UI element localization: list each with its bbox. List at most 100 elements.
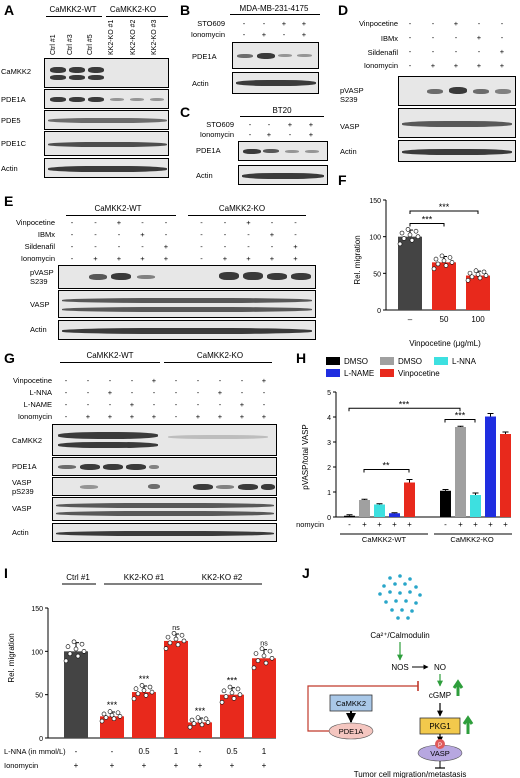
panel-label-j: J [302, 565, 310, 581]
bar [344, 515, 355, 517]
f-ylabel: Rel. migration [353, 235, 362, 284]
a-blot-pde1c-label: PDE1C [1, 139, 27, 148]
g-blot-actin [52, 523, 277, 542]
calcium-dot [382, 584, 386, 588]
data-point [149, 689, 155, 695]
data-point [109, 712, 115, 718]
a-lane-3: Ctrl #5 [87, 34, 94, 55]
g-sign: + [217, 412, 223, 421]
i-group-1: Ctrl #1 [66, 573, 90, 582]
g-group2-label: CaMKK2-KO [196, 351, 244, 360]
e-sign: + [293, 254, 298, 263]
bar [188, 722, 212, 738]
g-sign: - [152, 400, 156, 409]
y-tick-label: 1 [327, 490, 331, 497]
a-blot-pde1a [44, 89, 169, 109]
g-sign: - [64, 400, 68, 409]
b-blot-pde1a [232, 42, 319, 69]
sign: + [503, 520, 508, 529]
d-blot-pvasp-label: pVASP S239 [340, 86, 364, 104]
e-sign: - [223, 242, 227, 251]
data-point [191, 721, 197, 726]
e-sign: - [200, 242, 203, 251]
bar [374, 504, 385, 517]
d-sign: - [477, 47, 481, 56]
g-sign: - [130, 376, 134, 385]
g-blot-pde1a-label: PDE1A [12, 462, 37, 471]
e-sign: - [247, 230, 250, 239]
d-blot-actin [398, 140, 516, 162]
sign: + [110, 761, 115, 770]
data-point [253, 651, 259, 656]
bar [100, 716, 124, 738]
sig-bracket [348, 407, 461, 412]
data-point [103, 715, 109, 720]
c-sign: - [288, 130, 292, 139]
d-sign: + [476, 33, 482, 42]
data-point [251, 665, 257, 671]
c-row-2-label: Ionomycin [199, 130, 234, 139]
b-row-1-label: STO609 [197, 19, 225, 28]
sign: + [174, 761, 179, 770]
f-xlabel: Vinpocetine (μg/mL) [409, 339, 481, 348]
bar [470, 495, 481, 517]
e-sign: - [70, 230, 74, 239]
c-sign: + [308, 130, 314, 139]
g-sign: - [218, 400, 222, 409]
data-point [141, 688, 147, 693]
d-sign: + [499, 47, 505, 56]
c-blot-pde1a-label: PDE1A [196, 146, 221, 155]
calcium-dot [388, 576, 392, 580]
legend-label: L-NNA [452, 357, 477, 366]
d-blot-vasp [398, 108, 516, 138]
a-blot-actin-label: Actin [1, 164, 18, 173]
j-camkk2: CaMKK2 [336, 699, 366, 708]
a-blot-pde1a-label: PDE1A [1, 95, 26, 104]
sign: + [488, 520, 493, 529]
data-point [407, 232, 413, 238]
e-sign: + [222, 254, 228, 263]
g-sign: + [217, 388, 223, 397]
e-sign: + [116, 254, 122, 263]
bar [252, 658, 276, 738]
data-point [67, 651, 73, 657]
data-point [231, 696, 237, 701]
data-point [107, 709, 113, 714]
a-blot-camkk2-label: CaMKK2 [1, 67, 32, 76]
a-lane-4: KK2-KO #1 [108, 19, 115, 55]
g-sign: - [196, 388, 200, 397]
h-row-label: Ionomycin [296, 520, 324, 529]
e-sign: + [269, 230, 275, 239]
data-point [261, 653, 267, 659]
d-sign: - [477, 19, 481, 28]
d-blot-vasp-label: VASP [340, 122, 360, 131]
sig-bracket [409, 222, 445, 227]
b-blot-actin-label: Actin [192, 79, 209, 88]
i-row-1-label: L-NNA (in mmol/L) [4, 747, 66, 756]
h-group-2: CaMKK2-KO [450, 535, 494, 544]
calcium-dot [384, 600, 388, 604]
data-point [475, 272, 481, 277]
j-ca-calmodulin: Ca²⁺/Calmodulin [370, 631, 429, 640]
g-sign: - [152, 388, 156, 397]
d-sign: - [408, 19, 412, 28]
g-sign: - [196, 376, 200, 385]
sig-label: *** [439, 202, 450, 212]
e-row-4-label: Ionomycin [20, 254, 55, 263]
d-sign: - [500, 33, 504, 42]
data-point [401, 236, 407, 241]
e-sign: - [117, 242, 121, 251]
y-tick-label: 4 [327, 415, 331, 422]
g-sign: - [240, 376, 244, 385]
calcium-dot [410, 609, 414, 613]
a-blot-pde5 [44, 110, 169, 130]
d-sign: - [431, 33, 435, 42]
sign: 0.5 [226, 747, 238, 756]
e-sign: - [141, 218, 144, 227]
b-blot-actin [232, 72, 319, 94]
g-sign: + [261, 376, 267, 385]
y-tick-label: 50 [373, 271, 381, 278]
sign: + [473, 520, 478, 529]
a-lane-1: Ctrl #1 [50, 34, 57, 55]
i-group-2: KK2-KO #1 [124, 573, 165, 582]
